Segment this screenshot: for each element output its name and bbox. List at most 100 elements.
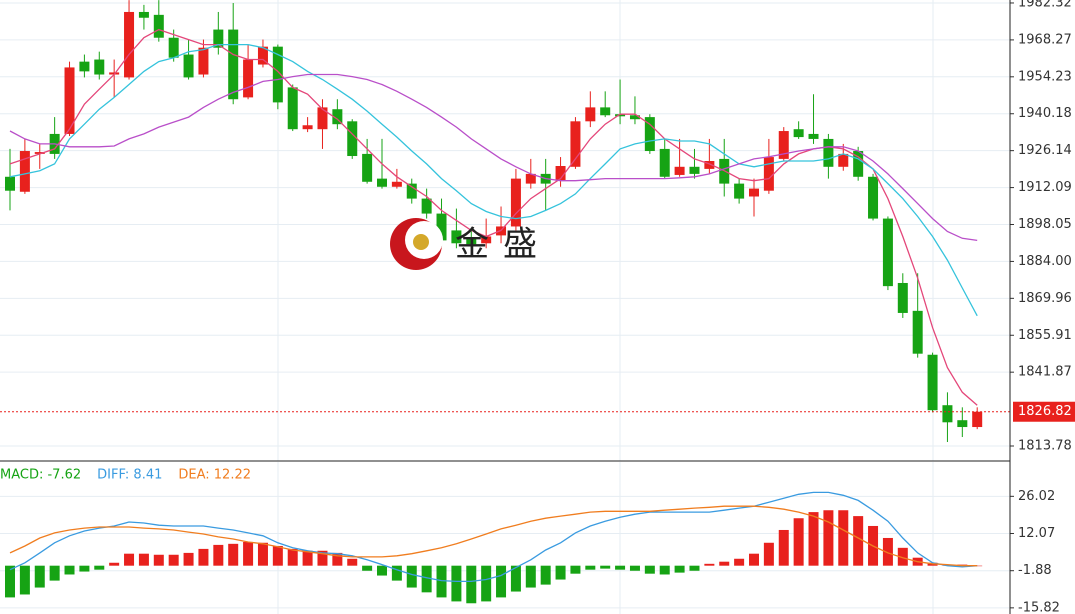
- candle-body: [585, 107, 596, 122]
- macd-bar: [332, 552, 343, 566]
- candle-body: [853, 151, 864, 177]
- candle-body: [198, 47, 209, 75]
- candle-body: [347, 121, 358, 157]
- candle-body: [243, 59, 254, 98]
- last-price-box: [1013, 401, 1075, 422]
- macd-bar: [466, 565, 477, 604]
- macd-bar: [838, 510, 849, 566]
- y-tick-label: 1869.96: [1018, 291, 1072, 306]
- legend-entry: MACD: -7.62: [0, 468, 81, 483]
- candle-body: [391, 181, 402, 187]
- macd-bar: [138, 553, 149, 566]
- candle-body: [868, 176, 879, 219]
- candle-body: [451, 230, 462, 244]
- candle-body: [138, 11, 149, 18]
- macd-bar: [629, 565, 640, 571]
- candle-body: [19, 151, 30, 192]
- macd-bar: [793, 518, 804, 566]
- macd-bar: [124, 553, 135, 566]
- macd-bar: [19, 565, 30, 595]
- candle-body: [79, 61, 90, 72]
- candle-body: [734, 183, 745, 199]
- candle-body: [912, 310, 923, 354]
- y-tick-label: -15.82: [1018, 600, 1060, 614]
- macd-bar: [719, 561, 730, 566]
- macd-bar: [778, 529, 789, 566]
- y-tick-label: 1841.87: [1018, 365, 1072, 380]
- candle-body: [570, 121, 581, 167]
- indicator-line: [9, 43, 978, 317]
- y-tick-label: 1813.78: [1018, 439, 1072, 454]
- macd-bar: [644, 565, 655, 574]
- y-tick-label: 1940.18: [1018, 106, 1072, 121]
- y-tick-label: -1.88: [1018, 563, 1052, 578]
- macd-bar: [109, 562, 120, 566]
- macd-bar: [749, 553, 759, 566]
- candle-body: [838, 153, 849, 167]
- y-tick-label: 1982.32: [1018, 0, 1072, 10]
- y-tick-label: 1954.23: [1018, 69, 1072, 84]
- macd-bar: [540, 565, 551, 585]
- candle-body: [823, 138, 834, 167]
- candle-body: [5, 176, 15, 191]
- candle-body: [793, 129, 804, 138]
- candle-body: [808, 133, 819, 139]
- candle-body: [436, 213, 447, 241]
- macd-bar: [615, 565, 626, 570]
- macd-bar: [555, 565, 566, 580]
- candle-body: [257, 46, 268, 65]
- candle-body: [332, 109, 343, 125]
- candle-body: [228, 29, 239, 100]
- candle-body: [168, 37, 179, 58]
- candle-body: [481, 236, 492, 244]
- candle-body: [778, 131, 789, 159]
- candle-body: [421, 198, 432, 214]
- logo: [390, 218, 443, 270]
- candle-body: [600, 107, 611, 116]
- candle-body: [749, 188, 759, 197]
- macd-bar: [198, 548, 209, 566]
- macd-bar: [287, 548, 298, 566]
- legend-entry: DEA: 12.22: [178, 468, 251, 483]
- macd-bar: [317, 550, 328, 566]
- macd-bar: [510, 565, 521, 592]
- macd-bar: [272, 545, 283, 566]
- candle-body: [183, 54, 194, 78]
- y-tick-label: 1926.14: [1018, 143, 1072, 158]
- candle-body: [644, 117, 655, 152]
- macd-bar: [897, 547, 908, 566]
- macd-bar: [734, 558, 745, 566]
- candle-body: [510, 178, 521, 227]
- macd-bar: [674, 565, 685, 573]
- macd-bar: [600, 565, 611, 569]
- macd-bar: [570, 565, 581, 574]
- candle-body: [213, 29, 224, 48]
- candle-body: [287, 87, 298, 130]
- indicator-line: [9, 491, 978, 583]
- macd-bar: [421, 565, 432, 593]
- candle-body: [972, 411, 983, 428]
- y-tick-label: 12.07: [1018, 526, 1055, 541]
- macd-bar: [94, 565, 105, 570]
- candle-body: [34, 152, 45, 154]
- macd-bar: [391, 565, 402, 581]
- macd-bar: [213, 544, 224, 566]
- macd-bar: [302, 550, 313, 566]
- macd-bar: [49, 565, 60, 581]
- candle-body: [689, 166, 700, 174]
- macd-bar: [704, 563, 715, 566]
- candle-body: [272, 46, 283, 103]
- macd-bar: [153, 554, 164, 566]
- macd-bar: [257, 542, 268, 566]
- candle-body: [362, 153, 373, 182]
- candle-body: [302, 125, 313, 130]
- candle-body: [525, 173, 536, 184]
- y-tick-label: 1884.00: [1018, 254, 1072, 269]
- macd-bar: [436, 565, 447, 598]
- candle-body: [94, 59, 105, 75]
- macd-bar: [243, 541, 254, 566]
- macd-bar: [79, 565, 90, 572]
- macd-bar: [406, 565, 417, 588]
- candle-body: [704, 161, 715, 169]
